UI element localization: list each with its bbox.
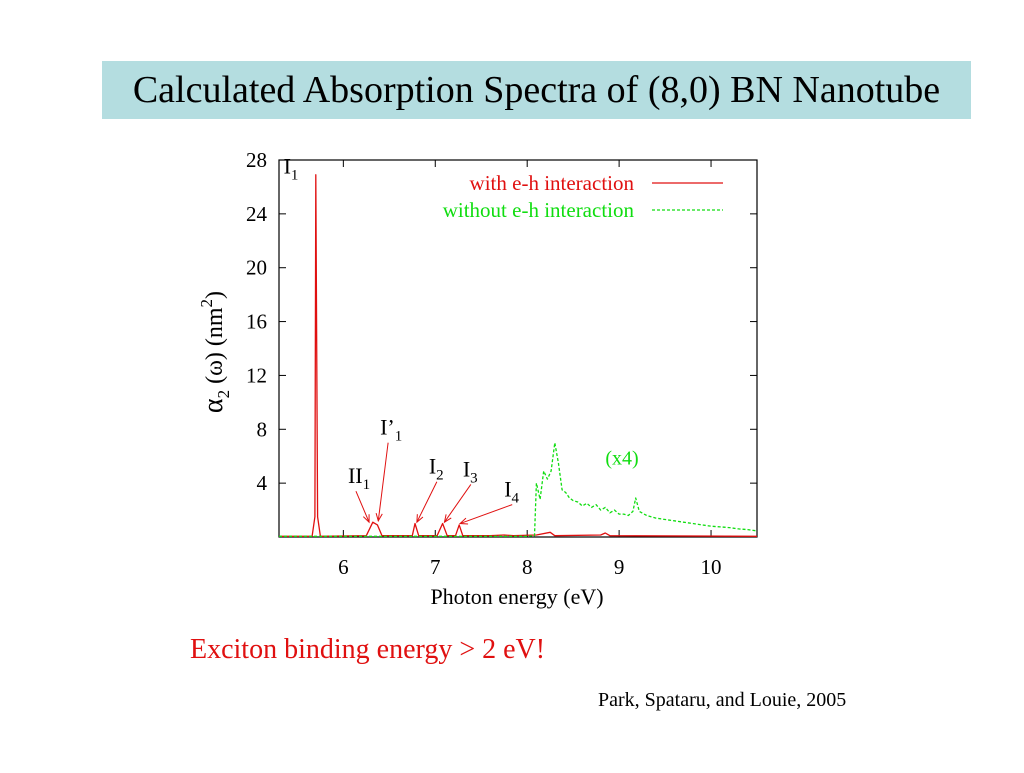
y-axis-label-part: (ω) (nm <box>202 307 228 390</box>
annotation-arrow-I-prime-1 <box>377 442 389 521</box>
annotation-arrow-II1 <box>355 490 370 523</box>
annotation-base: I <box>504 477 511 502</box>
plot-frame <box>278 159 758 538</box>
annotation-sub: 3 <box>470 470 478 486</box>
conclusion-text: Exciton binding energy > 2 eV! <box>190 634 546 665</box>
annotation-base: I <box>463 456 470 481</box>
annotation-arrowhead-I-prime-1 <box>375 513 383 523</box>
annotation-base: I’ <box>380 415 395 440</box>
y-tick-label: 24 <box>246 202 268 226</box>
slide-title: Calculated Absorption Spectra of (8,0) B… <box>102 61 971 119</box>
y-tick-label: 12 <box>246 363 267 387</box>
y-axis-label: α2 (ω) (nm2) <box>197 291 233 413</box>
annotation-sub: 1 <box>395 429 403 445</box>
x-axis-label: Photon energy (eV) <box>430 584 603 609</box>
annotation-II1: II1 <box>348 463 370 493</box>
annotation-arrowhead-II1 <box>362 514 370 524</box>
annotation-arrowhead-I3 <box>443 514 452 524</box>
y-axis-label-part: α <box>198 398 229 413</box>
annotation-sub: 1 <box>291 167 299 183</box>
legend-label-0: with e-h interaction <box>470 171 635 195</box>
annotation-arrow-I2 <box>416 481 438 523</box>
annotation-sub: 4 <box>512 491 520 507</box>
y-tick-label: 16 <box>246 310 267 334</box>
x-tick-label: 6 <box>338 555 349 579</box>
annotation-arrow-I3 <box>444 484 472 523</box>
annotation-I1: I1 <box>284 153 299 183</box>
annotation-arrowhead-I4 <box>458 517 469 525</box>
annotation-base: I <box>284 153 291 178</box>
x-tick-label: 9 <box>614 555 625 579</box>
x-tick-label: 10 <box>701 555 722 579</box>
y-axis-label-part: ) <box>202 291 228 299</box>
y-tick-label: 8 <box>257 417 268 441</box>
annotation-arrow-I4 <box>459 504 513 525</box>
annotation-base: I <box>429 454 436 479</box>
y-axis-label-part: 2 <box>214 390 233 399</box>
annotation-I3: I3 <box>463 456 478 486</box>
y-tick-label: 20 <box>246 256 267 280</box>
series-line-with-eh <box>279 174 758 537</box>
series-line-without-eh <box>279 442 758 537</box>
annotation-I-prime-1: I’1 <box>380 415 402 445</box>
annotation-base: II <box>348 463 363 488</box>
legend-label-1: without e-h interaction <box>443 198 635 222</box>
y-tick-label: 28 <box>246 148 267 172</box>
y-tick-label: 4 <box>257 471 268 495</box>
annotation-x4: (x4) <box>605 447 638 469</box>
annotation-arrowhead-I2 <box>416 514 424 524</box>
annotation-sub: 1 <box>363 477 371 493</box>
annotation-I4: I4 <box>504 477 519 507</box>
y-axis-label-part: 2 <box>197 299 216 308</box>
annotation-sub: 2 <box>436 468 444 484</box>
x-tick-label: 7 <box>430 555 441 579</box>
x-tick-label: 8 <box>522 555 533 579</box>
citation-text: Park, Spataru, and Louie, 2005 <box>598 689 847 711</box>
annotation-I2: I2 <box>429 454 444 484</box>
